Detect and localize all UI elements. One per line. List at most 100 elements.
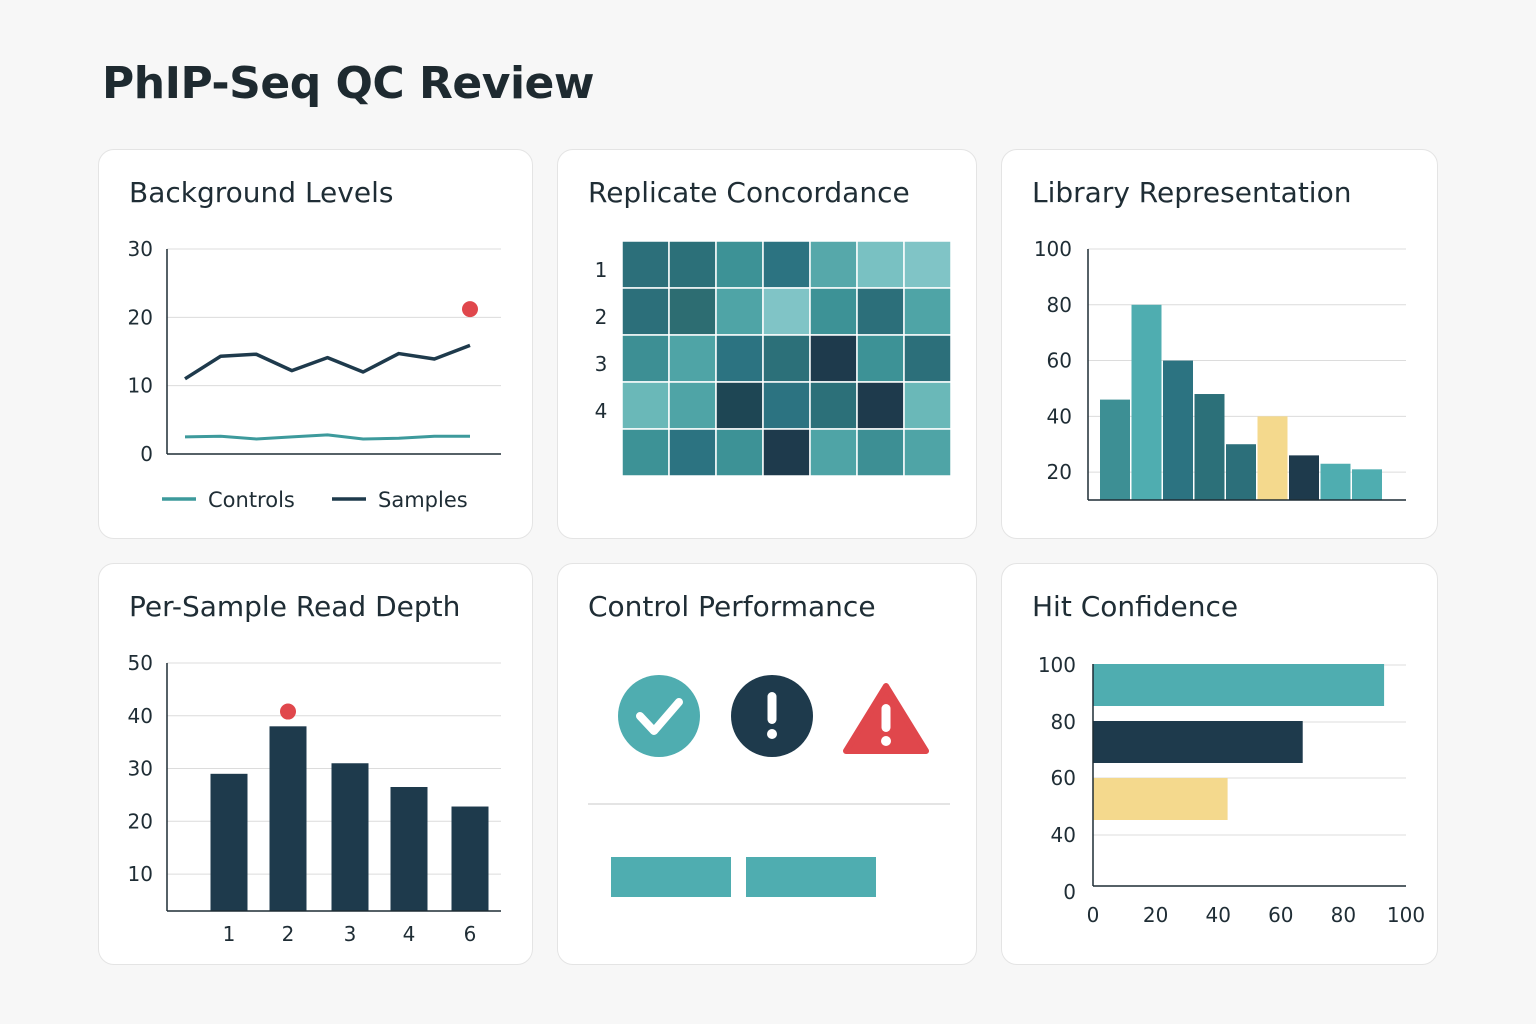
heatmap-cell: [668, 381, 717, 430]
heatmap-cell: [762, 381, 811, 430]
bar: [1163, 360, 1193, 500]
x-tick-label: 0: [1087, 903, 1100, 927]
heatmap-cell: [621, 287, 670, 336]
x-tick-label: 6: [464, 922, 477, 946]
y-tick-label: 20: [128, 305, 153, 329]
page-title: PhIP-Seq QC Review: [102, 58, 595, 109]
y-tick-label: 80: [1051, 710, 1076, 734]
row-label: 1: [595, 258, 608, 282]
heatmap-cell: [903, 334, 952, 383]
x-tick-label: 3: [344, 922, 357, 946]
y-tick-label: 100: [1038, 653, 1076, 677]
y-tick-label: 30: [128, 757, 153, 781]
x-tick-label: 2: [282, 922, 295, 946]
row-label: 4: [595, 399, 608, 423]
warning-triangle-icon: [843, 683, 929, 754]
bar: [1093, 778, 1228, 820]
y-tick-label: 20: [1047, 460, 1072, 484]
y-tick-label: 40: [128, 704, 153, 728]
legend-label: Samples: [378, 488, 468, 512]
bar: [390, 787, 428, 911]
heatmap-cell: [856, 240, 905, 289]
heatmap-cell: [715, 428, 764, 477]
y-tick-label: 0: [140, 442, 153, 466]
heatmap-cell: [856, 381, 905, 430]
bar: [1093, 664, 1385, 706]
heatmap-cell: [762, 287, 811, 336]
replicate-concordance-heatmap: 1 2 3 4: [595, 240, 952, 477]
x-tick-label: 60: [1268, 903, 1293, 927]
heatmap-cell: [715, 381, 764, 430]
y-tick-label: 50: [128, 651, 153, 675]
library-representation-card: Library Representation 20 40 60 80 100: [1001, 149, 1438, 539]
row-label: 3: [595, 352, 608, 376]
bar: [331, 763, 369, 911]
library-representation-chart: 20 40 60 80 100: [1034, 237, 1406, 501]
bar: [1257, 416, 1288, 500]
heatmap-cell: [715, 287, 764, 336]
x-tick-label: 80: [1331, 903, 1356, 927]
heatmap-cell: [668, 287, 717, 336]
heatmap-cell: [762, 240, 811, 289]
bar: [1131, 304, 1162, 500]
heatmap-cell: [856, 334, 905, 383]
check-circle-icon: [618, 675, 700, 757]
card-title-depth: Per-Sample Read Depth: [129, 590, 461, 623]
heatmap-cell: [668, 240, 717, 289]
y-tick-label: 30: [128, 237, 153, 261]
control-bar-2: [746, 857, 876, 897]
heatmap-cell: [809, 428, 858, 477]
bar: [210, 773, 248, 911]
y-tick-label: 40: [1047, 404, 1072, 428]
bar: [451, 806, 489, 911]
heatmap-cell: [903, 287, 952, 336]
y-tick-label: 40: [1051, 823, 1076, 847]
background-levels-chart: 0 10 20 30 Controls Samples: [128, 237, 501, 512]
heatmap-cell: [621, 381, 670, 430]
heatmap-cell: [809, 287, 858, 336]
replicate-concordance-card: Replicate Concordance 1 2 3 4: [557, 149, 977, 539]
bar: [1226, 444, 1256, 500]
y-tick-label: 60: [1051, 766, 1076, 790]
heatmap-cell: [715, 334, 764, 383]
x-tick-label: 4: [403, 922, 416, 946]
y-tick-label: 80: [1047, 293, 1072, 317]
heatmap-cell: [809, 240, 858, 289]
control-performance-panel: [588, 675, 950, 897]
heatmap-cell: [903, 240, 952, 289]
heatmap-cell: [809, 381, 858, 430]
bar: [1194, 394, 1225, 500]
heatmap-cell: [668, 334, 717, 383]
control-bar-1: [611, 857, 731, 897]
series-line-controls: [184, 433, 470, 441]
heatmap-cell: [621, 428, 670, 477]
bar: [1100, 399, 1130, 500]
legend-label: Controls: [208, 488, 295, 512]
bar: [1289, 455, 1319, 500]
heatmap-cell: [621, 240, 670, 289]
card-title-library: Library Representation: [1032, 176, 1352, 209]
card-title-control: Control Performance: [588, 590, 876, 623]
card-title-replicate: Replicate Concordance: [588, 176, 910, 209]
y-tick-label: 0: [1063, 880, 1076, 904]
heatmap-cell: [621, 334, 670, 383]
bar: [1352, 469, 1382, 500]
row-label: 2: [595, 305, 608, 329]
heatmap-cell: [668, 428, 717, 477]
heatmap-cell: [809, 334, 858, 383]
heatmap-cell: [903, 428, 952, 477]
bar: [269, 726, 307, 911]
card-title-background: Background Levels: [129, 176, 394, 209]
background-levels-card: Background Levels 0 10 20 30 Controls Samples: [98, 149, 533, 539]
y-tick-label: 20: [128, 809, 153, 833]
x-tick-label: 20: [1143, 903, 1168, 927]
heatmap-cell: [715, 240, 764, 289]
heatmap-cell: [762, 428, 811, 477]
hit-confidence-card: Hit Confidence 0 40 60 80 100 0 20 40 60 80 100: [1001, 563, 1438, 965]
y-tick-label: 10: [128, 862, 153, 886]
x-tick-label: 1: [223, 922, 236, 946]
bar: [1093, 721, 1303, 763]
y-tick-label: 60: [1047, 349, 1072, 373]
y-tick-label: 100: [1034, 237, 1072, 261]
control-performance-card: Control Performance: [557, 563, 977, 965]
